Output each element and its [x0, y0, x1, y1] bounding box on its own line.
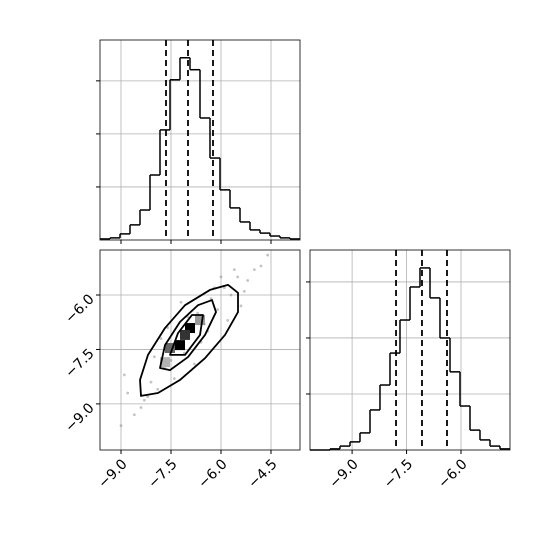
density-cell	[175, 340, 185, 351]
axes-frame	[99, 249, 301, 451]
scatter-point	[226, 319, 230, 322]
scatter-point	[159, 337, 163, 340]
scatter-point	[142, 398, 146, 402]
scatter-point	[259, 264, 263, 268]
contour	[159, 299, 217, 372]
x-tick-label: −6.0	[195, 456, 230, 491]
scatter-point	[169, 358, 173, 362]
scatter-point	[196, 311, 200, 315]
scatter-point	[149, 380, 153, 384]
axes-frame	[309, 249, 511, 451]
x-tick-label: −6.0	[435, 456, 470, 491]
x-tick-label: −9.0	[326, 456, 361, 491]
density-cell	[165, 343, 175, 353]
density-cell	[185, 323, 195, 334]
scatter-point	[216, 308, 220, 311]
x-tick-label: −9.0	[95, 456, 130, 491]
contour	[169, 314, 204, 356]
scatter-point	[126, 391, 130, 395]
scatter-point	[156, 387, 160, 391]
scatter-point	[229, 293, 233, 297]
scatter-point	[236, 275, 240, 279]
scatter-point	[232, 268, 236, 272]
scatter-point	[132, 413, 136, 417]
x-tick-label: −7.5	[145, 456, 180, 491]
scatter-point	[122, 373, 126, 377]
y-tick-label: −9.0	[62, 400, 97, 435]
density-cell	[180, 329, 190, 340]
x-tick-label: −7.5	[381, 456, 416, 491]
y-tick-label: −6.0	[62, 291, 97, 326]
scatter-point	[139, 406, 143, 409]
x-tick-label: −4.5	[245, 456, 280, 491]
scatter-point	[172, 377, 176, 380]
scatter-point	[222, 286, 226, 290]
scatter-point	[219, 275, 223, 279]
density-cell	[195, 315, 205, 326]
scatter-point	[192, 362, 196, 366]
scatter-point	[239, 304, 243, 308]
y-tick-label: −7.5	[62, 346, 97, 381]
scatter-point	[252, 268, 256, 272]
scatter-point	[246, 279, 250, 282]
scatter-point	[119, 424, 123, 428]
scatter-point	[179, 300, 183, 304]
scatter-point	[266, 253, 270, 257]
density-cell	[160, 357, 170, 368]
scatter-point	[152, 355, 156, 359]
scatter-point	[242, 289, 246, 293]
scatter-point	[146, 395, 150, 399]
contour	[139, 283, 239, 397]
axes-frame	[99, 39, 301, 241]
